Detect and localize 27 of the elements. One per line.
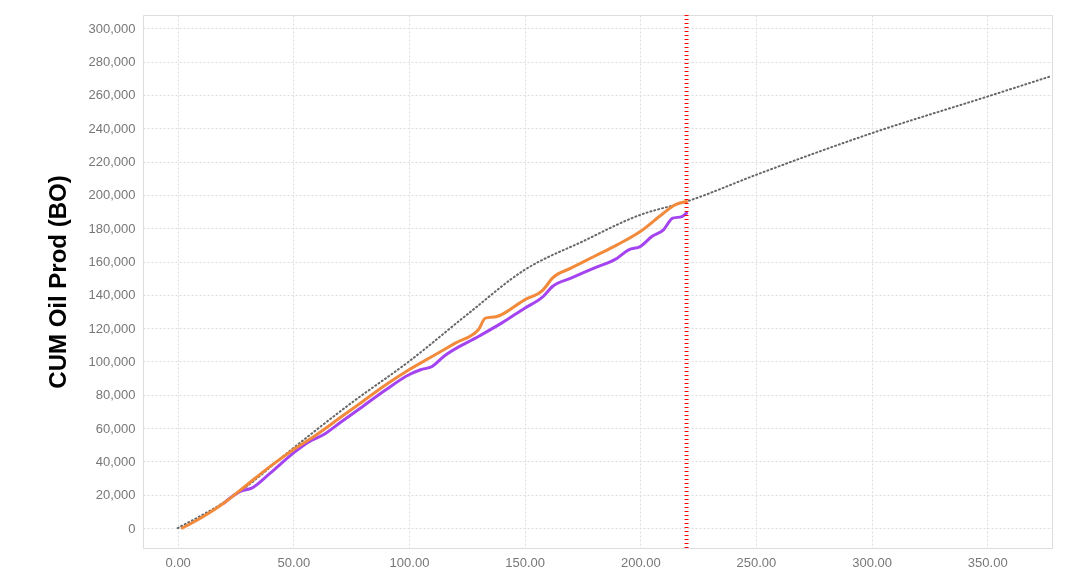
y-tick-label: 20,000 [95,487,136,503]
x-tick-label: 350.00 [967,554,1008,570]
y-tick-label: 240,000 [88,120,136,136]
y-tick-label: 260,000 [88,87,136,103]
y-tick-label: 120,000 [88,320,136,336]
y-tick-label: 40,000 [95,453,136,469]
x-tick-label: 0.00 [165,554,191,570]
y-tick-label: 140,000 [88,287,136,303]
y-tick-label: 80,000 [95,387,136,403]
y-tick-label: 200,000 [88,187,136,203]
x-tick-label: 50.00 [277,554,311,570]
y-axis-title: CUM Oil Prod (BO) [43,175,71,389]
y-tick-label: 60,000 [95,420,136,436]
x-tick-label: 200.00 [620,554,661,570]
x-tick-label: 250.00 [736,554,777,570]
x-tick-label: 300.00 [852,554,892,570]
y-tick-label: 100,000 [88,353,136,369]
y-tick-label: 180,000 [88,220,136,236]
y-tick-label: 300,000 [88,20,136,36]
y-tick-label: 220,000 [88,154,136,170]
y-tick-label: 0 [128,520,136,536]
line-series [180,200,689,530]
line-series [176,75,1051,530]
y-tick-label: 160,000 [88,254,136,270]
x-tick-label: 100.00 [389,554,430,570]
y-tick-label: 280,000 [88,54,136,70]
x-tick-label: 150.00 [505,554,546,570]
